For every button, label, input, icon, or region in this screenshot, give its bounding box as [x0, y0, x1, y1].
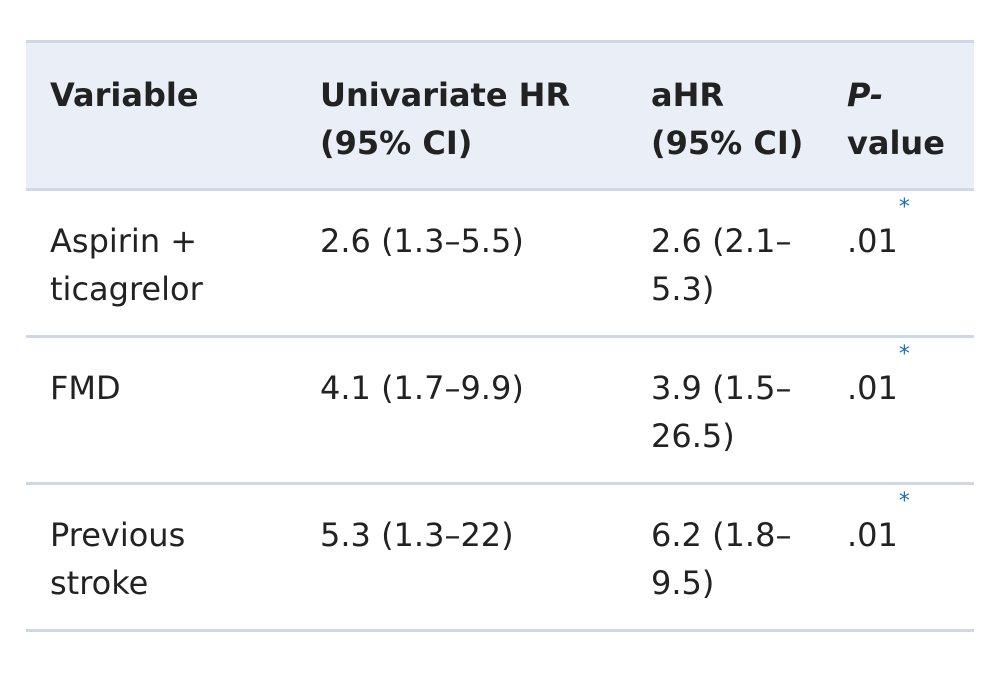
variable-line2: ticagrelor: [50, 270, 203, 308]
cell-univariate-hr: 5.3 (1.3–22): [296, 484, 627, 631]
univariate-hr-value: 4.1 (1.7–9.9): [320, 369, 524, 407]
header-ahr: aHR (95% CI): [627, 40, 831, 191]
cell-variable: Aspirin + ticagrelor: [26, 190, 296, 337]
univariate-hr-value: 2.6 (1.3–5.5): [320, 222, 524, 260]
header-univariate-hr: Univariate HR (95% CI): [296, 40, 627, 191]
table-body: Aspirin + ticagrelor 2.6 (1.3–5.5) 2.6 (…: [26, 190, 974, 631]
header-p-value: P- value: [831, 40, 974, 191]
cell-univariate-hr: 2.6 (1.3–5.5): [296, 190, 627, 337]
p-value: .01: [847, 516, 898, 554]
ahr-line2: 5.3): [651, 270, 715, 308]
variable-line1: Aspirin +: [50, 222, 198, 260]
ahr-line1: 3.9 (1.5–: [651, 369, 792, 407]
cell-univariate-hr: 4.1 (1.7–9.9): [296, 337, 627, 484]
footnote-link[interactable]: *: [898, 342, 910, 367]
header-univariate-line1: Univariate HR: [320, 76, 571, 114]
ahr-line2: 9.5): [651, 564, 715, 602]
table-row: FMD 4.1 (1.7–9.9) 3.9 (1.5– 26.5) .01 *: [26, 337, 974, 484]
univariate-hr-value: 5.3 (1.3–22): [320, 516, 514, 554]
p-value: .01: [847, 369, 898, 407]
p-value-wrapper: .01 *: [847, 344, 910, 412]
header-univariate-line2: (95% CI): [320, 124, 473, 162]
cell-ahr: 2.6 (2.1– 5.3): [627, 190, 831, 337]
header-ahr-line1: aHR: [651, 76, 725, 114]
cell-ahr: 3.9 (1.5– 26.5): [627, 337, 831, 484]
ahr-line2: 26.5): [651, 417, 735, 455]
footnote-link[interactable]: *: [898, 195, 910, 220]
cell-variable: Previous stroke: [26, 484, 296, 631]
ahr-line1: 6.2 (1.8–: [651, 516, 792, 554]
variable-line2: stroke: [50, 564, 149, 602]
ahr-line1: 2.6 (2.1–: [651, 222, 792, 260]
p-value: .01: [847, 222, 898, 260]
header-p-line2: value: [847, 124, 945, 162]
header-p-line1: P-: [847, 76, 884, 114]
cell-p-value: .01 *: [831, 190, 974, 337]
hazard-ratio-table: Variable Univariate HR (95% CI) aHR (95%…: [26, 40, 974, 632]
header-ahr-line2: (95% CI): [651, 124, 804, 162]
footnote-link[interactable]: *: [898, 489, 910, 514]
cell-p-value: .01 *: [831, 484, 974, 631]
table-header: Variable Univariate HR (95% CI) aHR (95%…: [26, 40, 974, 191]
p-value-wrapper: .01 *: [847, 197, 910, 265]
p-value-wrapper: .01 *: [847, 491, 910, 559]
table-row: Previous stroke 5.3 (1.3–22) 6.2 (1.8– 9…: [26, 484, 974, 631]
results-table-container: Variable Univariate HR (95% CI) aHR (95%…: [26, 40, 974, 632]
header-variable: Variable: [26, 40, 296, 191]
variable-line1: FMD: [50, 369, 121, 407]
header-row: Variable Univariate HR (95% CI) aHR (95%…: [26, 40, 974, 191]
cell-variable: FMD: [26, 337, 296, 484]
cell-p-value: .01 *: [831, 337, 974, 484]
variable-line1: Previous: [50, 516, 186, 554]
header-variable-label: Variable: [50, 76, 199, 114]
cell-ahr: 6.2 (1.8– 9.5): [627, 484, 831, 631]
table-row: Aspirin + ticagrelor 2.6 (1.3–5.5) 2.6 (…: [26, 190, 974, 337]
